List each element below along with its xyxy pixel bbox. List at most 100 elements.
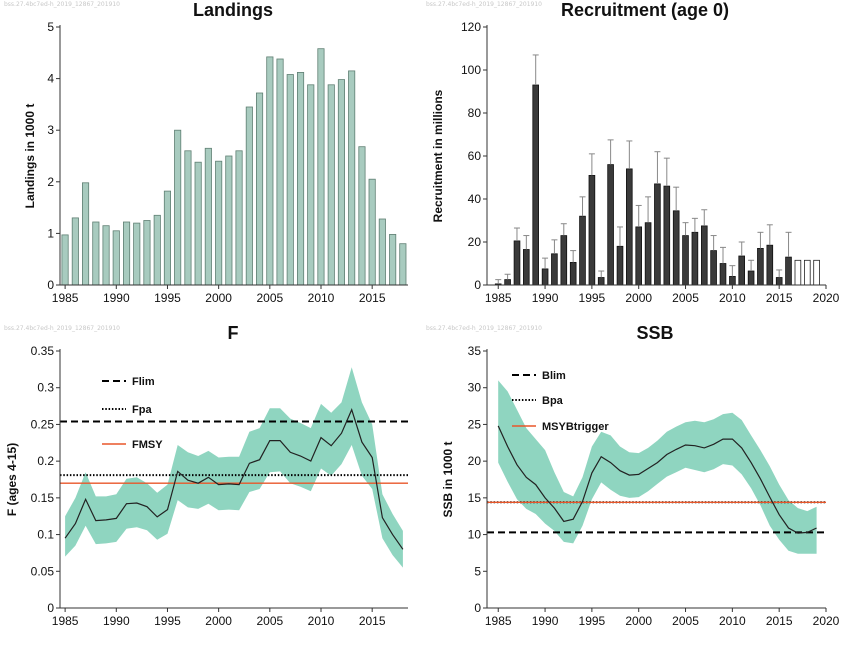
bar: [378, 218, 386, 286]
bar: [215, 160, 223, 286]
panel-1: Recruitment (age 0) Recruitment in millio…: [431, 0, 840, 305]
bar: [644, 222, 652, 286]
bar: [794, 259, 802, 286]
x-tick-label: 2000: [205, 614, 232, 628]
x-tick-label: 2005: [256, 614, 283, 628]
y-tick-label: 25: [468, 417, 482, 431]
bar: [541, 268, 549, 286]
bar: [626, 168, 633, 286]
bar: [597, 277, 605, 286]
legend-label: Fpa: [132, 404, 152, 416]
bar: [569, 261, 577, 286]
bar: [245, 106, 253, 286]
x-tick-label: 2020: [813, 614, 840, 628]
x-tick-label: 2010: [719, 614, 746, 628]
x-tick-label: 2000: [625, 614, 652, 628]
x-tick-label: 2015: [359, 291, 386, 305]
watermark-f: bss.27.4bc7ed-h_2019_12867_201910: [4, 325, 120, 332]
bar: [204, 147, 212, 286]
x-tick-label: 1985: [485, 291, 512, 305]
x-tick-label: 2020: [813, 291, 840, 305]
x-tick-label: 1990: [103, 291, 130, 305]
x-tick-label: 2015: [766, 291, 793, 305]
x-tick-label: 2010: [719, 291, 746, 305]
bar: [757, 247, 764, 286]
panel-0: Landings Landings in 1000 t 0 1 2 3 4 5 1985 1990…: [23, 0, 408, 305]
legend-label: Blim: [542, 370, 566, 382]
bar: [389, 233, 397, 286]
bar: [766, 244, 774, 286]
bar: [296, 72, 305, 286]
chart-title: Landings: [193, 0, 273, 20]
y-tick-label: 120: [461, 20, 481, 34]
legend-label: FMSY: [132, 439, 163, 451]
x-tick-label: 2015: [359, 614, 386, 628]
x-tick-label: 1990: [532, 291, 559, 305]
x-tick-label: 1995: [579, 291, 606, 305]
x-tick-label: 2005: [256, 291, 283, 305]
bar: [785, 256, 792, 286]
bar: [719, 263, 727, 286]
bar: [672, 210, 680, 286]
y-tick-label: 3: [47, 123, 54, 137]
x-tick-label: 2010: [308, 614, 335, 628]
chart-title: SSB: [636, 323, 673, 343]
bar: [682, 235, 689, 286]
bar: [92, 221, 100, 286]
y-axis-label: Recruitment in millions: [431, 89, 445, 222]
x-tick-label: 2000: [625, 291, 652, 305]
bar: [654, 183, 661, 286]
y-axis-label: F (ages 4-15): [5, 443, 19, 516]
y-tick-label: 20: [468, 454, 482, 468]
bar: [133, 222, 141, 286]
x-tick-label: 2015: [766, 614, 793, 628]
chart-title: Recruitment (age 0): [561, 0, 729, 20]
y-tick-label: 0.35: [31, 344, 55, 358]
y-tick-label: 0.2: [37, 454, 54, 468]
bar: [504, 279, 511, 286]
bar: [551, 253, 558, 286]
bar: [317, 48, 325, 286]
y-tick-label: 5: [47, 20, 54, 34]
y-tick-label: 0.3: [37, 381, 54, 395]
bar: [235, 150, 243, 286]
y-tick-label: 0.1: [37, 528, 54, 542]
confidence-band: [65, 367, 403, 568]
bar: [635, 226, 642, 286]
legend-label: Bpa: [542, 395, 564, 407]
y-tick-label: 0.25: [31, 417, 55, 431]
x-tick-label: 1990: [532, 614, 559, 628]
bar: [663, 185, 671, 286]
panel-2: F F (ages 4-15) Flim Fpa FMSY 0 0.05 0.1 0.15 0.2…: [5, 323, 408, 628]
bar: [616, 245, 624, 286]
y-tick-label: 80: [468, 106, 482, 120]
bar: [729, 275, 736, 286]
chart-title: F: [228, 323, 239, 343]
bar: [163, 190, 172, 286]
bar: [775, 277, 783, 286]
bar: [738, 255, 745, 286]
series-line: [64, 407, 404, 550]
y-tick-label: 20: [468, 235, 482, 249]
bar: [747, 270, 755, 286]
bar: [701, 225, 708, 286]
bar: [358, 146, 366, 286]
bar: [337, 79, 345, 286]
legend-label: Flim: [132, 376, 155, 388]
x-tick-label: 1995: [154, 291, 181, 305]
y-tick-label: 0.15: [31, 491, 55, 505]
y-tick-label: 100: [461, 63, 481, 77]
bar: [82, 182, 90, 286]
y-tick-label: 5: [474, 564, 481, 578]
x-tick-label: 1985: [52, 291, 79, 305]
legend-label: MSYBtrigger: [542, 421, 609, 433]
x-tick-label: 2005: [672, 614, 699, 628]
y-tick-label: 35: [468, 344, 482, 358]
bar: [102, 225, 110, 286]
bar: [71, 217, 79, 286]
bar: [532, 84, 539, 286]
bar: [286, 74, 294, 286]
bar: [112, 230, 120, 286]
bar: [143, 220, 151, 286]
